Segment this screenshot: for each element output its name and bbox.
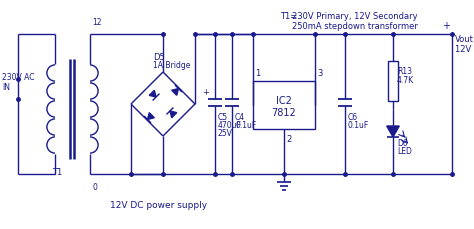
Text: 3: 3 [317, 69, 322, 78]
Text: 7812: 7812 [272, 108, 296, 117]
Text: C5: C5 [218, 112, 228, 121]
Text: 0.1uF: 0.1uF [235, 120, 256, 129]
Polygon shape [387, 126, 399, 137]
Text: +: + [442, 21, 450, 31]
Text: 1: 1 [255, 69, 260, 78]
Text: 12V DC: 12V DC [455, 45, 474, 54]
Text: IC2: IC2 [276, 95, 292, 106]
Text: IN: IN [2, 83, 10, 92]
Text: 230V AC: 230V AC [2, 73, 35, 82]
Text: C4: C4 [235, 112, 245, 121]
Text: 12: 12 [92, 18, 101, 27]
Text: 0: 0 [92, 182, 97, 191]
Polygon shape [147, 113, 155, 120]
Text: C6: C6 [348, 112, 358, 121]
Text: Vout: Vout [455, 35, 474, 44]
Polygon shape [170, 112, 177, 118]
Text: 470uF: 470uF [218, 120, 242, 129]
Bar [388, 62, 398, 101]
Text: 230V Primary, 12V Secondary: 230V Primary, 12V Secondary [292, 12, 418, 21]
Text: LED: LED [397, 146, 412, 155]
Text: D5: D5 [153, 53, 165, 62]
Text: T1: T1 [52, 167, 62, 176]
Polygon shape [149, 91, 156, 98]
Text: R13: R13 [397, 67, 412, 76]
Polygon shape [172, 89, 178, 96]
Text: 250mA stepdown transformer: 250mA stepdown transformer [292, 22, 418, 31]
Text: 2: 2 [286, 134, 291, 143]
Text: D6: D6 [397, 138, 408, 147]
Text: 0.1uF: 0.1uF [348, 120, 369, 129]
Text: 1A Bridge: 1A Bridge [153, 61, 191, 70]
Text: T1=: T1= [280, 12, 297, 21]
Text: +: + [202, 88, 209, 97]
Text: 12V DC power supply: 12V DC power supply [110, 200, 207, 209]
Text: 4.7K: 4.7K [397, 76, 414, 85]
Bar [253, 82, 315, 129]
Text: 25V: 25V [218, 128, 233, 137]
